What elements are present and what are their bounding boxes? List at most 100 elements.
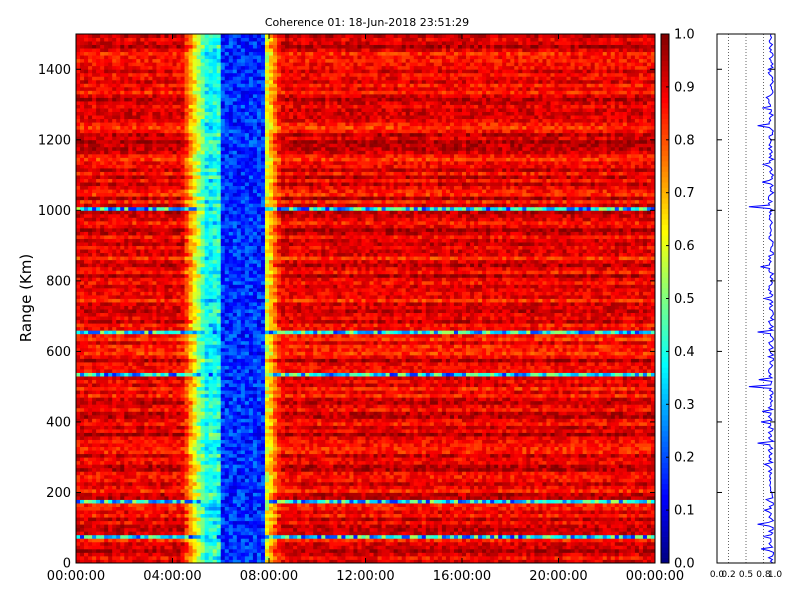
heatmap-cell: [244, 439, 250, 444]
heatmap-cell: [325, 510, 330, 515]
heatmap-cell: [285, 506, 290, 511]
heatmap-cell: [417, 531, 423, 536]
heatmap-cell: [453, 471, 459, 476]
heatmap-cell: [502, 548, 507, 553]
heatmap-cell: [550, 520, 555, 525]
heatmap-cell: [313, 527, 318, 532]
heatmap-cell: [144, 439, 149, 444]
heatmap-cell: [453, 474, 459, 479]
heatmap-cell: [478, 534, 483, 539]
heatmap-cell: [289, 439, 294, 444]
heatmap-cell: [369, 531, 374, 536]
heatmap-cell: [574, 485, 579, 490]
heatmap-cell: [453, 513, 459, 518]
heatmap-cell: [244, 555, 250, 560]
heatmap-cell: [462, 548, 467, 553]
heatmap-cell: [462, 506, 467, 511]
heatmap-cell: [216, 517, 222, 522]
heatmap-cell: [289, 545, 294, 550]
heatmap-cell: [277, 552, 282, 557]
heatmap-cell: [550, 559, 555, 564]
heatmap-cell: [204, 446, 210, 451]
heatmap-cell: [80, 527, 85, 532]
heatmap-cell: [236, 446, 242, 451]
heatmap-cell: [252, 495, 258, 500]
heatmap-cell: [132, 460, 137, 465]
heatmap-cell: [622, 478, 628, 483]
heatmap-cell: [622, 446, 628, 451]
heatmap-cell: [421, 555, 427, 560]
heatmap-cell: [353, 439, 358, 444]
heatmap-cell: [224, 545, 230, 550]
heatmap-cell: [313, 531, 318, 536]
heatmap-cell: [361, 471, 366, 476]
heatmap-cell: [188, 457, 193, 462]
heatmap-cell: [566, 534, 571, 539]
heatmap-cell: [590, 495, 596, 500]
heatmap-cell: [248, 520, 254, 525]
heatmap-cell: [622, 460, 628, 465]
heatmap-cell: [124, 443, 129, 448]
heatmap-cell: [602, 499, 608, 504]
heatmap-cell: [634, 548, 640, 553]
heatmap-cell: [329, 503, 334, 507]
heatmap-cell: [337, 531, 342, 536]
heatmap-cell: [449, 513, 455, 518]
heatmap-cell: [120, 474, 125, 479]
heatmap-cell: [313, 541, 318, 546]
heatmap-cell: [305, 506, 310, 511]
heatmap-cell: [361, 460, 366, 465]
heatmap-cell: [252, 471, 258, 476]
heatmap-cell: [385, 485, 391, 490]
heatmap-cell: [598, 545, 604, 550]
heatmap-cell: [650, 506, 656, 511]
heatmap-cell: [385, 492, 391, 497]
heatmap-cell: [269, 460, 274, 465]
heatmap-cell: [453, 503, 459, 507]
heatmap-cell: [317, 485, 322, 490]
heatmap-cell: [208, 457, 214, 462]
heatmap-cell: [136, 513, 141, 518]
heatmap-cell: [212, 531, 218, 536]
heatmap-cell: [108, 548, 113, 553]
heatmap-cell: [301, 443, 306, 448]
heatmap-cell: [417, 492, 423, 497]
heatmap-cell: [88, 548, 93, 553]
heatmap-cell: [164, 510, 169, 515]
heatmap-cell: [562, 510, 567, 515]
heatmap-cell: [642, 450, 648, 455]
heatmap-cell: [522, 548, 527, 553]
heatmap-cell: [574, 443, 579, 448]
heatmap-cell: [502, 538, 507, 543]
heatmap-cell: [184, 460, 189, 465]
heatmap-cell: [232, 478, 238, 483]
heatmap-cell: [244, 548, 250, 553]
heatmap-cell: [389, 464, 395, 469]
heatmap-cell: [470, 495, 475, 500]
heatmap-cell: [124, 524, 129, 529]
heatmap-cell: [566, 524, 571, 529]
heatmap-cell: [305, 538, 310, 543]
heatmap-cell: [590, 545, 596, 550]
heatmap-cell: [401, 499, 407, 504]
heatmap-cell: [341, 495, 346, 500]
heatmap-cell: [478, 453, 483, 458]
heatmap-cell: [534, 453, 539, 458]
heatmap-cell: [345, 510, 350, 515]
heatmap-cell: [196, 485, 202, 490]
heatmap-cell: [638, 478, 644, 483]
heatmap-cell: [240, 460, 246, 465]
heatmap-cell: [256, 450, 262, 455]
heatmap-cell: [192, 559, 198, 564]
heatmap-cell: [506, 534, 511, 539]
heatmap-cell: [144, 457, 149, 462]
heatmap-cell: [393, 481, 399, 486]
heatmap-cell: [433, 439, 439, 444]
heatmap-cell: [381, 478, 386, 483]
heatmap-cell: [140, 510, 145, 515]
heatmap-cell: [590, 450, 596, 455]
heatmap-cell: [236, 524, 242, 529]
heatmap-cell: [578, 545, 584, 550]
heatmap-cell: [108, 492, 113, 497]
heatmap-cell: [244, 552, 250, 557]
